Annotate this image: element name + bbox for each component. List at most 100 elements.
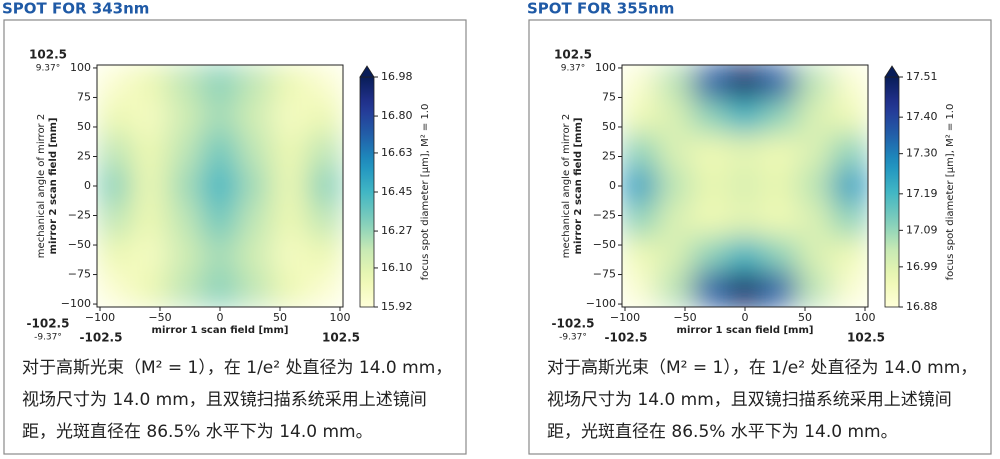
y-tick-label: −100 xyxy=(61,297,91,310)
heat-cell xyxy=(307,237,343,273)
colorbar-tick-label: 17.51 xyxy=(906,70,938,83)
heat-cell xyxy=(201,133,239,170)
y-tick-label: 50 xyxy=(77,120,91,133)
x-tick-label: −100 xyxy=(610,311,640,324)
heat-cell xyxy=(656,99,693,135)
x-max-label: 102.5 xyxy=(847,331,885,345)
y-tick-label: 25 xyxy=(602,149,616,162)
heat-cell xyxy=(166,168,203,204)
x-max-label: 102.5 xyxy=(322,331,360,345)
heat-cell xyxy=(762,65,799,101)
panel-title: SPOT FOR 355nm xyxy=(527,0,674,18)
heat-cell xyxy=(797,237,834,273)
heat-cell xyxy=(762,99,799,135)
heat-cell xyxy=(97,99,133,135)
heat-cell xyxy=(762,271,799,307)
heat-cell xyxy=(131,168,168,204)
y-max-angle: 9.37° xyxy=(36,64,61,74)
heat-cell xyxy=(622,168,658,204)
heat-cell xyxy=(832,168,868,204)
y-tick-label: −75 xyxy=(593,268,616,281)
y-tick-label: −100 xyxy=(586,297,616,310)
y-axis-label: mirror 2 scan field [mm] xyxy=(48,118,59,255)
colorbar-tick-label: 16.10 xyxy=(381,261,413,274)
heat-cell xyxy=(691,237,728,273)
heat-cell xyxy=(832,133,868,170)
heat-cell xyxy=(726,237,764,273)
caption: 对于高斯光束（M² = 1），在 1/e² 处直径为 14.0 mm，视场尺寸为… xyxy=(547,358,978,442)
chart: SPOT FOR 343nm −100 −50 0 50 100 −100 −75 −50 −25… xyxy=(2,0,467,455)
heat-cell xyxy=(97,65,133,101)
x-tick-label: −50 xyxy=(148,311,171,324)
colorbar-tick-label: 17.40 xyxy=(906,110,938,123)
colorbar-tick-label: 16.80 xyxy=(381,109,413,122)
colorbar-tick-label: 16.63 xyxy=(381,146,413,159)
heat-cell xyxy=(691,168,728,204)
heat-cell xyxy=(691,99,728,135)
heat-cell xyxy=(97,133,133,170)
colorbar xyxy=(359,76,375,308)
heat-cell xyxy=(691,202,728,239)
heat-cell xyxy=(307,65,343,101)
colorbar-tick-label: 17.09 xyxy=(906,223,938,236)
heat-cell xyxy=(832,65,868,101)
x-tick-label: −50 xyxy=(673,311,696,324)
y-tick-label: 50 xyxy=(602,120,616,133)
heat-cell xyxy=(797,65,834,101)
heat-cell xyxy=(307,168,343,204)
y-tick-label: −75 xyxy=(68,268,91,281)
heat-cell xyxy=(166,133,203,170)
heat-cell xyxy=(307,271,343,307)
heat-cell xyxy=(622,133,658,170)
heat-cell xyxy=(272,65,309,101)
y-tick-label: 25 xyxy=(77,149,91,162)
x-min-label: -102.5 xyxy=(80,331,123,345)
y-tick-label: −25 xyxy=(68,209,91,222)
heat-cell xyxy=(237,65,274,101)
panel-title: SPOT FOR 343nm xyxy=(2,0,149,18)
y-tick-label: 75 xyxy=(77,90,91,103)
heat-cell xyxy=(272,237,309,273)
heat-cell xyxy=(832,99,868,135)
y-axis-label: mechanical angle of mirror 2 xyxy=(561,114,572,258)
heat-cell xyxy=(131,237,168,273)
heat-cell xyxy=(131,202,168,239)
heat-cell xyxy=(97,271,133,307)
heat-cell xyxy=(201,168,239,204)
heatmap-clip xyxy=(97,65,343,307)
x-axis-label: mirror 1 scan field [mm] xyxy=(152,325,289,336)
colorbar-extend xyxy=(359,65,375,78)
heat-cell xyxy=(622,65,658,101)
heat-cell xyxy=(691,133,728,170)
x-tick-label: 100 xyxy=(330,311,351,324)
heat-cell xyxy=(237,237,274,273)
heat-cell xyxy=(166,202,203,239)
heatmap xyxy=(97,65,343,307)
heat-cell xyxy=(201,65,239,101)
caption: 对于高斯光束（M² = 1），在 1/e² 处直径为 14.0 mm，视场尺寸为… xyxy=(22,358,453,442)
heat-cell xyxy=(656,271,693,307)
colorbar-extend xyxy=(884,65,900,78)
heat-cell xyxy=(656,133,693,170)
y-tick-label: 75 xyxy=(602,90,616,103)
heat-cell xyxy=(726,133,764,170)
panel-border xyxy=(3,19,467,455)
heat-cell xyxy=(656,202,693,239)
colorbar-tick-label: 17.19 xyxy=(906,187,938,200)
heat-cell xyxy=(237,133,274,170)
x-tick-label: 100 xyxy=(855,311,876,324)
heat-cell xyxy=(691,271,728,307)
heat-cell xyxy=(762,133,799,170)
y-tick-label: −25 xyxy=(593,209,616,222)
colorbar-tick-label: 16.27 xyxy=(381,224,413,237)
heat-cell xyxy=(656,237,693,273)
y-axis-label: mechanical angle of mirror 2 xyxy=(36,114,47,258)
heat-cell xyxy=(832,237,868,273)
heat-cell xyxy=(131,271,168,307)
heat-cell xyxy=(656,168,693,204)
y-axis-label: mirror 2 scan field [mm] xyxy=(573,118,584,255)
heat-cell xyxy=(691,65,728,101)
heat-cell xyxy=(272,271,309,307)
x-tick-label: 0 xyxy=(217,311,224,324)
heat-cell xyxy=(272,202,309,239)
